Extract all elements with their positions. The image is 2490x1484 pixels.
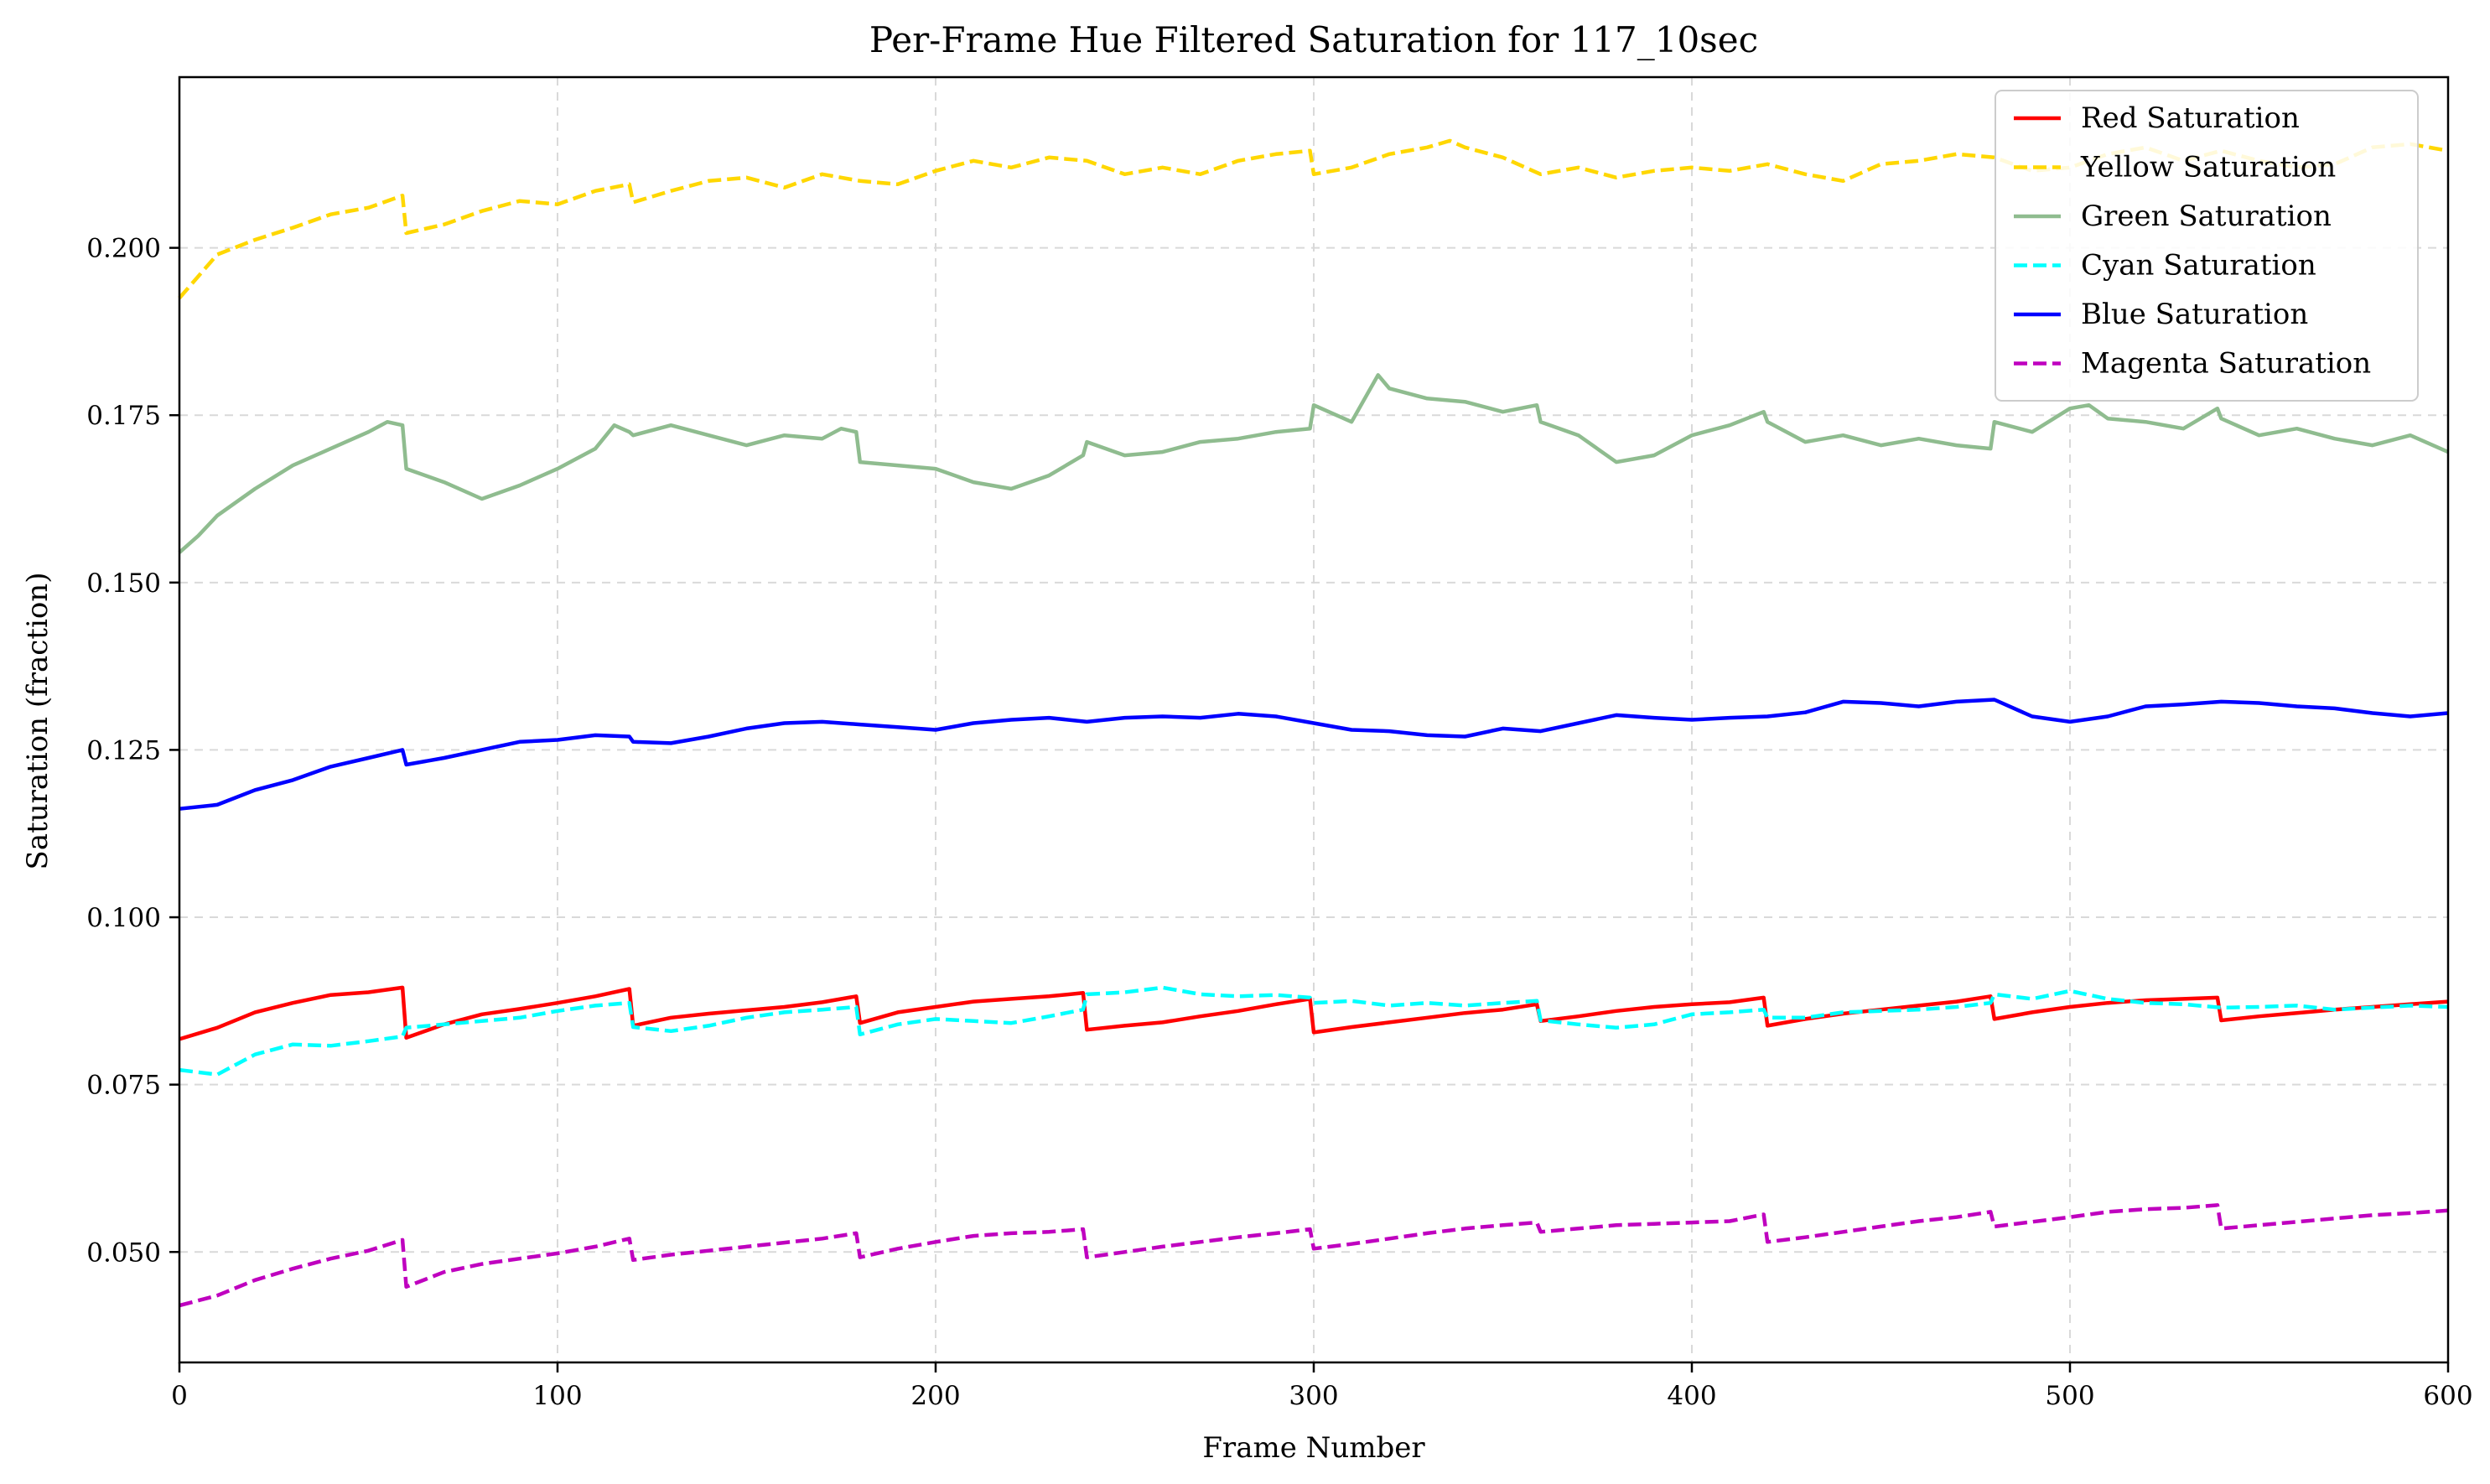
plot-area (178, 138, 2449, 1308)
red-saturation-line (179, 985, 2449, 1041)
y-tick-label: 0.175 (86, 401, 161, 431)
x-axis-label: Frame Number (1202, 1431, 1425, 1465)
cyan-saturation-line (179, 985, 2449, 1077)
x-tick-label: 100 (532, 1381, 582, 1411)
y-tick-label: 0.100 (86, 903, 161, 933)
x-tick-label: 400 (1667, 1381, 1716, 1411)
x-tick-label: 0 (171, 1381, 188, 1411)
x-tick-label: 300 (1289, 1381, 1338, 1411)
y-tick-label: 0.125 (86, 735, 161, 765)
red-saturation-legend-label: Red Saturation (2081, 101, 2300, 135)
y-axis-label: Saturation (fraction) (21, 573, 54, 870)
chart-title: Per-Frame Hue Filtered Saturation for 11… (869, 19, 1758, 60)
x-tick-label: 500 (2045, 1381, 2094, 1411)
magenta-saturation-legend-label: Magenta Saturation (2081, 347, 2371, 381)
x-axis-ticks: 0 100 200 300 400 500 600 (171, 1362, 2473, 1411)
blue-saturation-line (179, 698, 2449, 811)
y-tick-label: 0.150 (86, 568, 161, 599)
x-tick-label: 200 (910, 1381, 960, 1411)
blue-saturation-legend-label: Blue Saturation (2081, 298, 2308, 331)
magenta-saturation-line (179, 1203, 2449, 1308)
green-saturation-legend-label: Green Saturation (2081, 200, 2332, 233)
cyan-saturation-legend-label: Cyan Saturation (2081, 249, 2316, 283)
legend: Red Saturation Yellow Saturation Green Sat… (1995, 90, 2419, 402)
legend-box (1995, 90, 2419, 402)
green-saturation-line (178, 373, 2449, 554)
y-tick-label: 0.050 (86, 1238, 161, 1268)
x-tick-label: 600 (2423, 1381, 2472, 1411)
y-axis-ticks: 0.050 0.075 0.100 0.125 0.150 0.175 0.200 (86, 234, 179, 1268)
yellow-saturation-legend-label: Yellow Saturation (2080, 151, 2336, 184)
y-tick-label: 0.200 (86, 234, 161, 264)
y-tick-label: 0.075 (86, 1071, 161, 1101)
